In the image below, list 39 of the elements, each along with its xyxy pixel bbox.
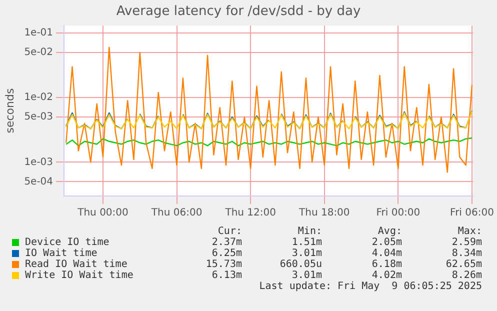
x-tick-label: Thu 18:00 xyxy=(298,208,350,219)
text: 660.05u xyxy=(278,259,322,270)
text: Avg: xyxy=(376,226,402,237)
text: 1.51m xyxy=(290,237,322,248)
x-tick-label: Thu 06:00 xyxy=(150,208,202,219)
text: Last update: Fri May 9 06:05:25 2025 xyxy=(258,281,482,292)
text: Min: xyxy=(296,226,322,237)
text: 6.18m xyxy=(370,259,402,270)
legend-label: Read IO Wait time xyxy=(25,259,128,270)
text: 4.04m xyxy=(370,248,402,259)
legend-label: Device IO time xyxy=(25,237,110,248)
text: 2.59m xyxy=(450,237,482,248)
text: 2.37m xyxy=(210,237,242,248)
text: 15.73m xyxy=(204,259,242,270)
text: 8.26m xyxy=(450,270,482,281)
y-axis-title: seconds xyxy=(3,88,16,134)
text: 3.01m xyxy=(290,248,322,259)
legend-label: Write IO Wait time xyxy=(25,270,134,281)
x-tick-label: Thu 00:00 xyxy=(76,208,128,219)
text: Max: xyxy=(456,226,482,237)
y-tick-label: 1e-03 xyxy=(24,156,54,168)
y-tick-label: 1e-02 xyxy=(24,92,54,104)
text: 62.65m xyxy=(444,259,482,270)
x-tick-label: Thu 12:00 xyxy=(224,208,276,219)
legend-label: IO Wait time xyxy=(25,248,98,259)
x-tick-label: Fri 06:00 xyxy=(450,208,494,219)
text: 6.13m xyxy=(210,270,242,281)
y-tick-label: 5e-03 xyxy=(24,112,54,123)
x-tick-label: Fri 00:00 xyxy=(376,208,420,219)
text: 2.05m xyxy=(370,237,402,248)
chart-title: Average latency for /dev/sdd - by day xyxy=(116,4,361,20)
text: 6.25m xyxy=(210,248,242,259)
y-tick-label: 5e-04 xyxy=(24,176,54,188)
y-tick-label: 1e-01 xyxy=(24,28,54,39)
text: Cur: xyxy=(216,226,242,237)
text: 4.02m xyxy=(370,270,402,281)
text: 3.01m xyxy=(290,270,322,281)
y-tick-label: 5e-02 xyxy=(24,47,54,58)
text: 8.34m xyxy=(450,248,482,259)
